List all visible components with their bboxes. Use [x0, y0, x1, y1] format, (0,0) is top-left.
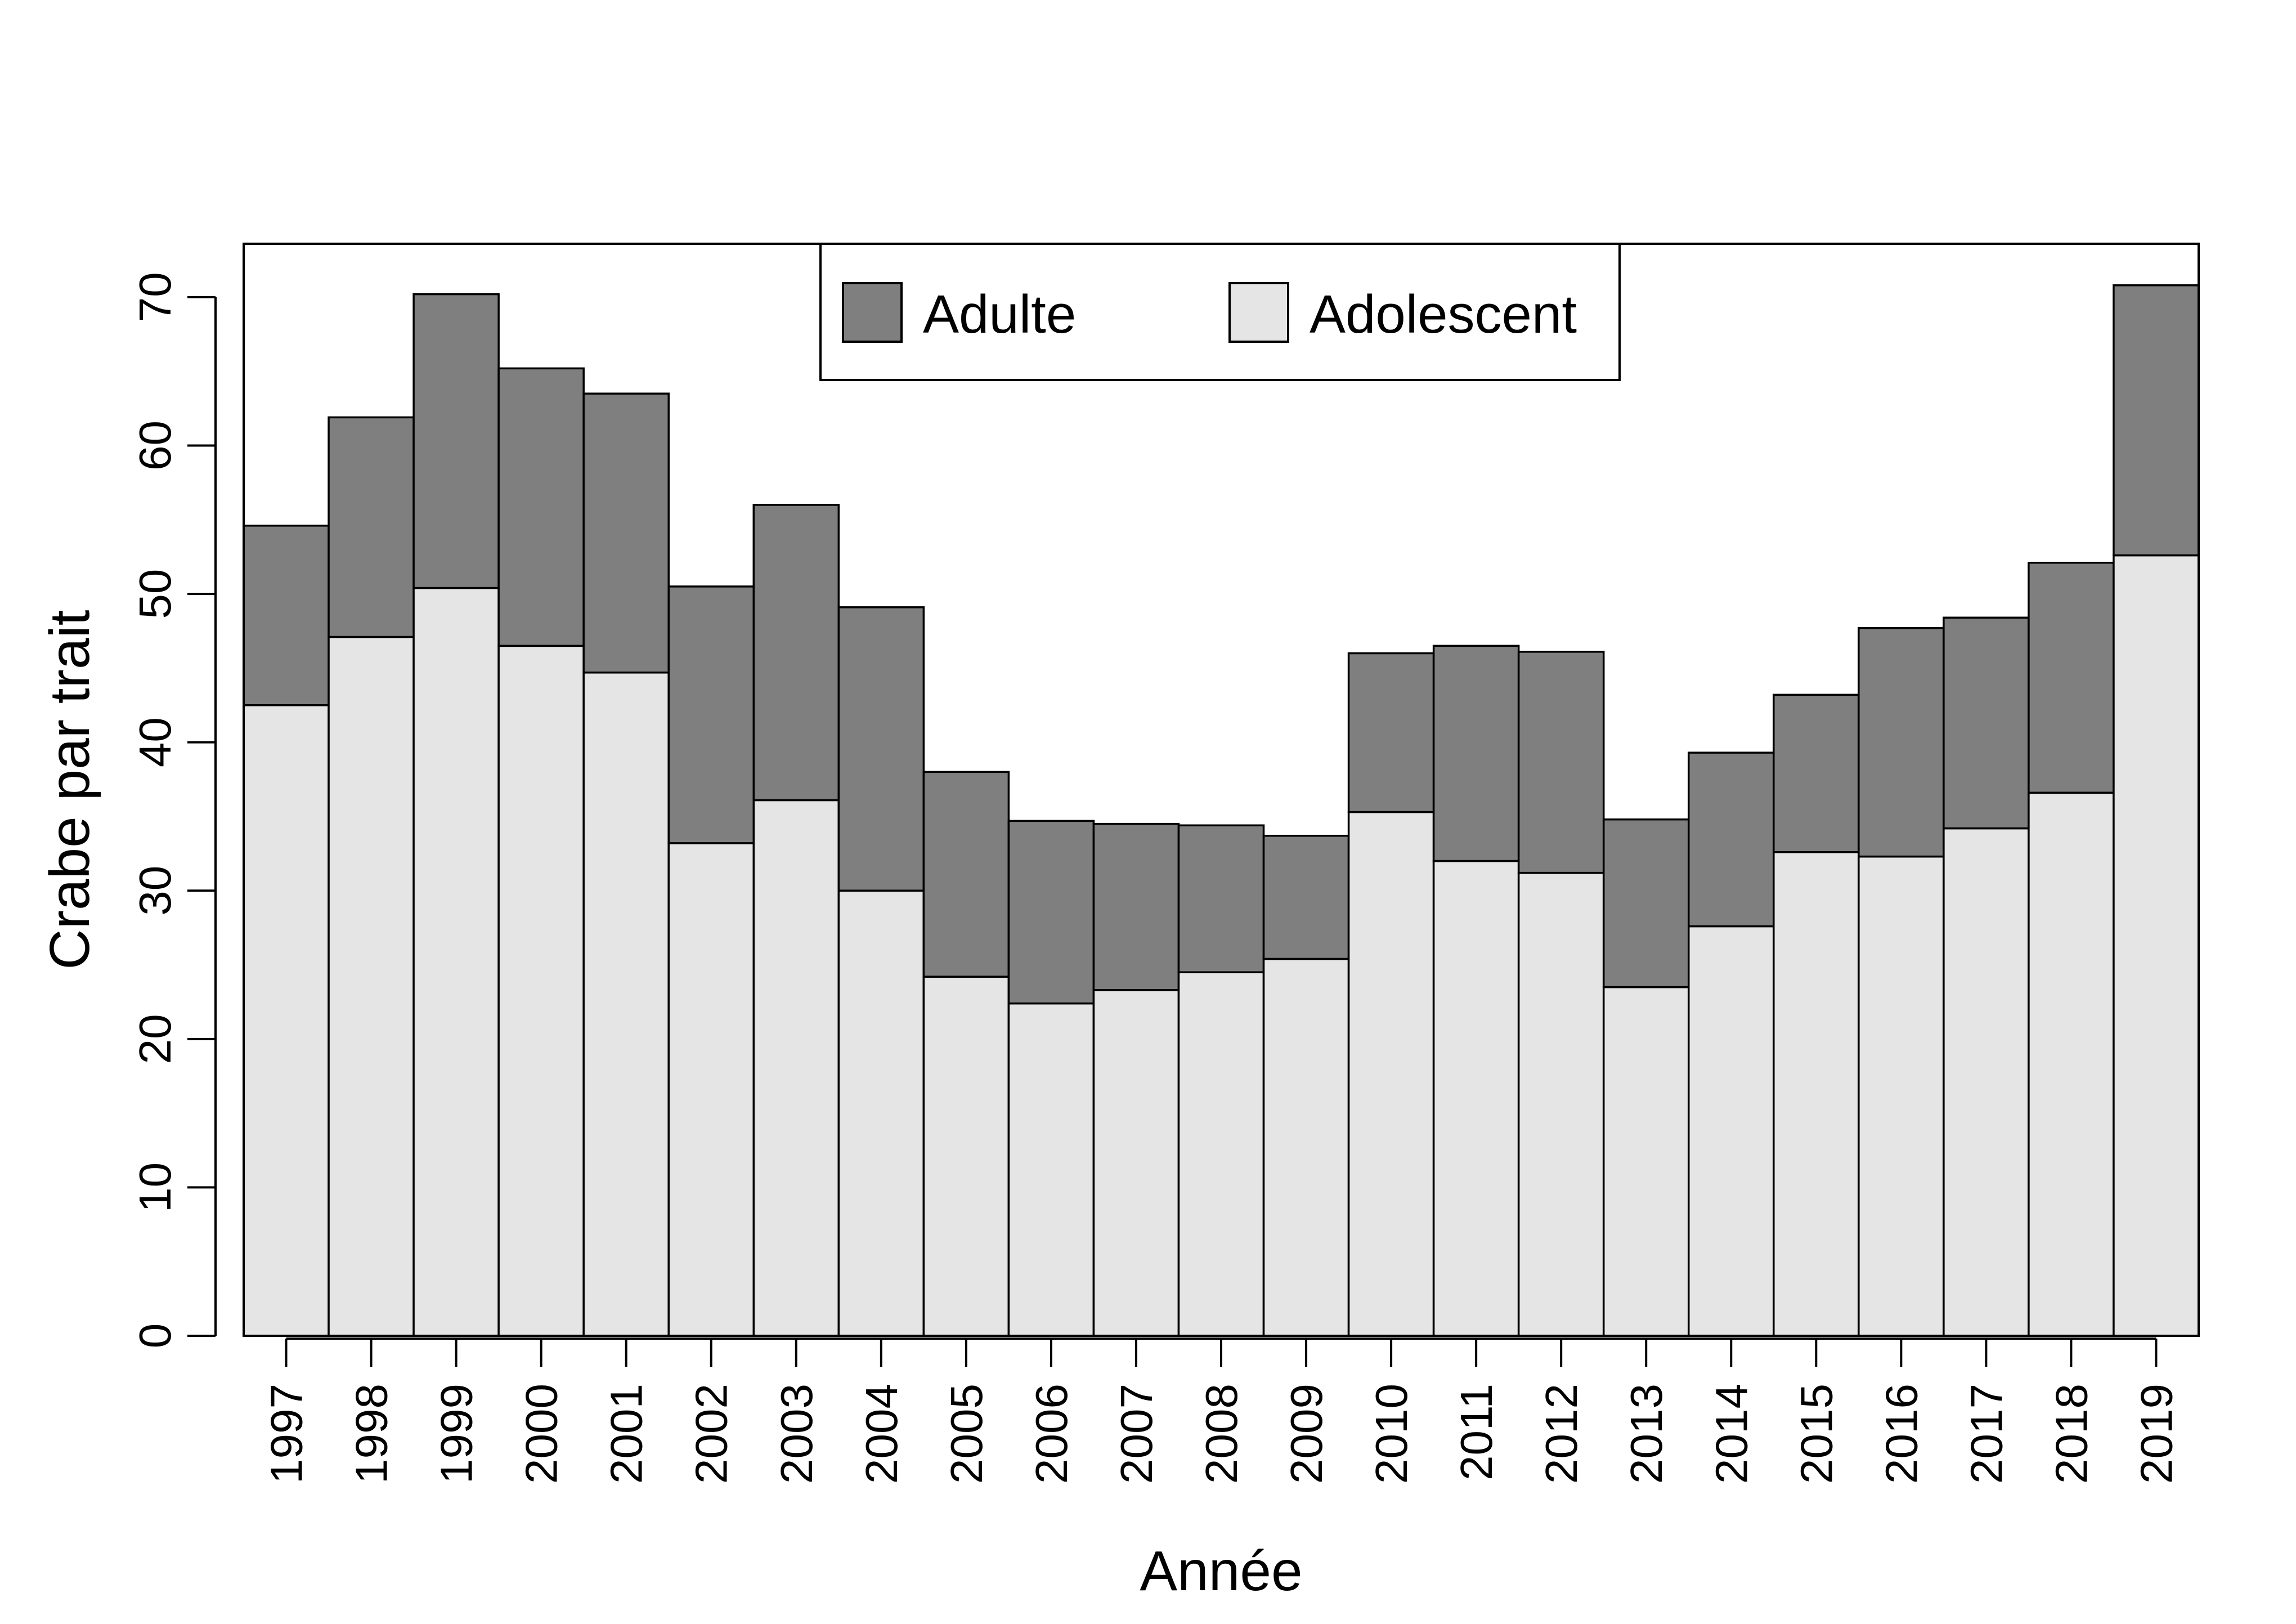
- x-tick-label: 2009: [1281, 1384, 1331, 1484]
- bar-adulte-2005: [922, 771, 1010, 978]
- bar-adulte-2018: [2028, 561, 2115, 794]
- x-tick-label: 2014: [1706, 1384, 1756, 1484]
- x-tick-label: 2003: [772, 1384, 822, 1484]
- bar-adolescent-2008: [1177, 971, 1265, 1337]
- y-tick-label: 0: [130, 1323, 180, 1349]
- x-tick-label: 1999: [432, 1384, 482, 1484]
- x-tick-label: 2012: [1536, 1384, 1586, 1484]
- bar-adolescent-1999: [412, 587, 500, 1337]
- y-tick-label: 70: [130, 272, 180, 322]
- x-tick-label: 2006: [1026, 1384, 1077, 1484]
- bar-adulte-2014: [1687, 751, 1775, 928]
- x-tick-label: 2015: [1791, 1384, 1841, 1484]
- x-tick-label: 2004: [856, 1384, 907, 1484]
- x-tick-label: 2011: [1451, 1384, 1501, 1480]
- bar-adulte-2006: [1007, 820, 1095, 1005]
- x-axis-title: Année: [1140, 1540, 1302, 1603]
- y-tick-label: 30: [130, 866, 180, 916]
- bar-adulte-2011: [1432, 645, 1520, 862]
- bar-adulte-2008: [1177, 824, 1265, 973]
- y-tick-label: 20: [130, 1014, 180, 1064]
- bar-adolescent-2005: [922, 976, 1010, 1337]
- bar-adolescent-2019: [2113, 554, 2200, 1337]
- bar-adulte-2015: [1773, 694, 1860, 853]
- bar-adolescent-2016: [1858, 855, 1945, 1337]
- y-tick-label: 10: [130, 1162, 180, 1213]
- bar-adulte-2004: [837, 606, 925, 892]
- y-tick-label: 50: [130, 569, 180, 619]
- bar-adolescent-2000: [497, 645, 585, 1337]
- bar-adulte-1998: [328, 416, 415, 638]
- bar-adolescent-1998: [328, 636, 415, 1337]
- bar-adulte-2003: [752, 504, 840, 802]
- bar-adolescent-2018: [2028, 791, 2115, 1337]
- bar-adulte-2016: [1858, 627, 1945, 858]
- bar-adolescent-2014: [1687, 925, 1775, 1337]
- x-tick-label: 2013: [1621, 1384, 1671, 1484]
- y-axis-title: Crabe par trait: [38, 610, 101, 969]
- x-tick-label: 2002: [687, 1384, 737, 1484]
- legend-swatch-adulte: [842, 282, 903, 343]
- x-tick-label: 2017: [1961, 1384, 2011, 1484]
- bar-adolescent-2009: [1262, 958, 1350, 1337]
- bar-adolescent-2010: [1347, 811, 1435, 1337]
- bar-adulte-2010: [1347, 652, 1435, 813]
- bar-adulte-2001: [582, 392, 670, 674]
- x-tick-label: 2016: [1876, 1384, 1926, 1484]
- bar-adolescent-2013: [1602, 986, 1690, 1337]
- bar-adulte-2019: [2113, 284, 2200, 557]
- bar-adulte-2013: [1602, 818, 1690, 988]
- bar-adulte-2012: [1517, 651, 1605, 874]
- x-tick-label: 2008: [1196, 1384, 1246, 1484]
- y-tick-label: 40: [130, 717, 180, 767]
- x-tick-label: 2019: [2131, 1384, 2181, 1484]
- bar-adolescent-1997: [243, 704, 330, 1337]
- bar-adulte-1997: [243, 525, 330, 706]
- bar-adolescent-2001: [582, 672, 670, 1337]
- bar-adolescent-2011: [1432, 860, 1520, 1337]
- bar-adolescent-2006: [1007, 1002, 1095, 1337]
- bar-adulte-2009: [1262, 834, 1350, 960]
- legend: Adulte Adolescent: [819, 243, 1621, 381]
- bar-adulte-2000: [497, 367, 585, 647]
- bar-adolescent-2012: [1517, 871, 1605, 1337]
- x-tick-label: 2018: [2046, 1384, 2096, 1484]
- legend-label-adolescent: Adolescent: [1310, 284, 1577, 345]
- bar-adulte-2007: [1092, 822, 1180, 991]
- bar-adolescent-2017: [1943, 827, 2030, 1337]
- bar-adolescent-2003: [752, 799, 840, 1337]
- bar-adulte-2002: [667, 585, 755, 844]
- legend-swatch-adolescent: [1228, 282, 1289, 343]
- y-axis: 0 10 20 30 40 50 60 70: [130, 272, 217, 1349]
- x-tick-label: 2007: [1111, 1384, 1162, 1484]
- y-tick-label: 60: [130, 420, 180, 471]
- bar-adulte-2017: [1943, 616, 2030, 830]
- bar-adolescent-2015: [1773, 851, 1860, 1337]
- bar-adulte-1999: [412, 293, 500, 589]
- legend-box: [819, 243, 1621, 381]
- x-tick-label: 2005: [941, 1384, 992, 1484]
- bars-layer: [243, 284, 2200, 1337]
- x-axis: 1997 1998 1999 2000 2001 2002 2003 2004 2005 2006…: [262, 1337, 2181, 1484]
- x-tick-label: 2010: [1366, 1384, 1416, 1484]
- legend-label-adulte: Adulte: [923, 284, 1076, 345]
- bar-adolescent-2002: [667, 842, 755, 1337]
- x-tick-label: 1998: [347, 1384, 397, 1484]
- bar-adolescent-2004: [837, 889, 925, 1337]
- bar-adolescent-2007: [1092, 989, 1180, 1337]
- x-tick-label: 2001: [602, 1384, 652, 1484]
- x-tick-label: 2000: [517, 1384, 567, 1484]
- x-tick-label: 1997: [262, 1384, 312, 1484]
